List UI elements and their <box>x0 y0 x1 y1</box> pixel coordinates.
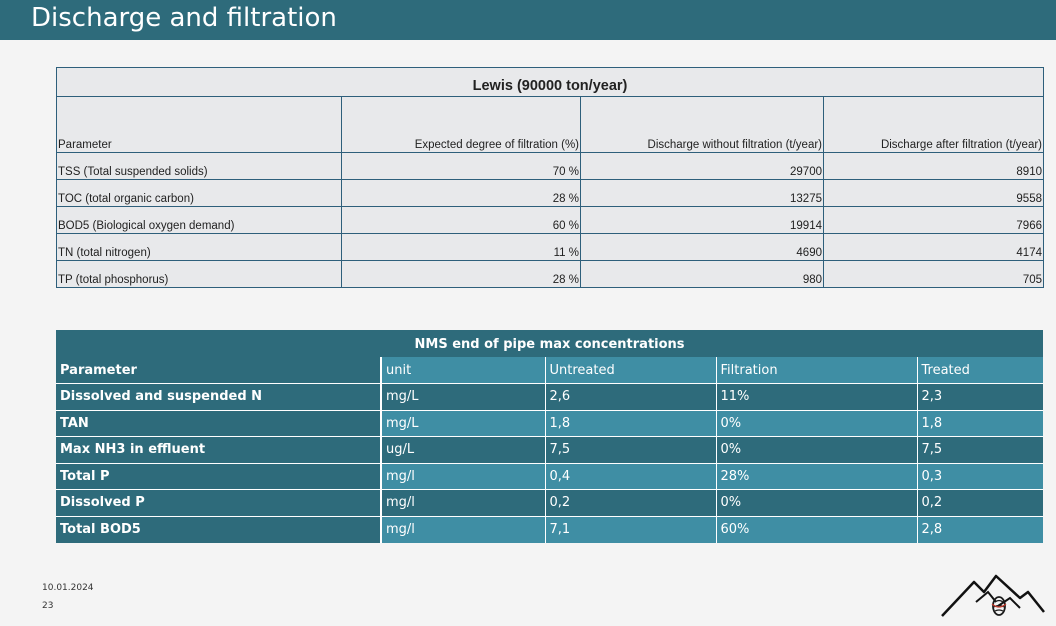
table-header-row: Parameter unit Untreated Filtration Trea… <box>56 357 1044 384</box>
parameter-cell: Max NH3 in effluent <box>56 436 382 464</box>
unit-cell: ug/L <box>381 436 545 464</box>
title-bar: Discharge and filtration <box>0 0 1056 40</box>
parameter-cell: Dissolved and suspended N <box>56 383 382 411</box>
table-title: NMS end of pipe max concentrations <box>56 330 1044 357</box>
parameter-cell: Total P <box>56 463 382 490</box>
page-number: 23 <box>42 601 54 611</box>
treated-cell: 0,2 <box>916 489 1044 517</box>
column-header: Discharge without filtration (t/year) <box>580 96 824 153</box>
unit-cell: mg/L <box>381 383 545 411</box>
filtration-cell: 28% <box>715 463 917 490</box>
table-row: Total BOD5 mg/l 7,1 60% 2,8 <box>56 516 1044 543</box>
table-row: TOC (total organic carbon) 28 % 13275 95… <box>56 179 1044 207</box>
table-row: Dissolved and suspended N mg/L 2,6 11% 2… <box>56 383 1044 411</box>
column-header: Expected degree of filtration (%) <box>341 96 581 153</box>
untreated-cell: 2,6 <box>544 383 716 411</box>
table-row: BOD5 (Biological oxygen demand) 60 % 199… <box>56 206 1044 234</box>
treated-cell: 2,3 <box>916 383 1044 411</box>
table-row: Max NH3 in effluent ug/L 7,5 0% 7,5 <box>56 436 1044 464</box>
column-header: Untreated <box>544 357 716 384</box>
untreated-cell: 0,4 <box>544 463 716 490</box>
page-title: Discharge and filtration <box>31 3 337 33</box>
table-row: Total P mg/l 0,4 28% 0,3 <box>56 463 1044 490</box>
mountain-fish-logo-icon <box>941 574 1045 617</box>
filtration-degree-cell: 70 % <box>341 152 581 180</box>
treated-cell: 0,3 <box>916 463 1044 490</box>
table-header-row: Parameter Expected degree of filtration … <box>56 96 1044 153</box>
parameter-cell: Total BOD5 <box>56 516 382 543</box>
filtration-degree-cell: 60 % <box>341 206 581 234</box>
untreated-cell: 7,1 <box>544 516 716 543</box>
column-header: unit <box>381 357 545 384</box>
discharge-without-cell: 29700 <box>580 152 824 180</box>
filtration-degree-cell: 28 % <box>341 260 581 288</box>
untreated-cell: 1,8 <box>544 410 716 437</box>
table-row: Dissolved P mg/l 0,2 0% 0,2 <box>56 489 1044 517</box>
unit-cell: mg/l <box>381 463 545 490</box>
discharge-after-cell: 705 <box>823 260 1044 288</box>
column-header: Parameter <box>56 357 382 384</box>
parameter-cell: TOC (total organic carbon) <box>56 179 342 207</box>
table-row: TN (total nitrogen) 11 % 4690 4174 <box>56 233 1044 261</box>
parameter-cell: TP (total phosphorus) <box>56 260 342 288</box>
column-header: Discharge after filtration (t/year) <box>823 96 1044 153</box>
treated-cell: 2,8 <box>916 516 1044 543</box>
untreated-cell: 7,5 <box>544 436 716 464</box>
column-header: Parameter <box>56 96 342 153</box>
filtration-cell: 60% <box>715 516 917 543</box>
parameter-cell: TN (total nitrogen) <box>56 233 342 261</box>
unit-cell: mg/L <box>381 410 545 437</box>
parameter-cell: Dissolved P <box>56 489 382 517</box>
filtration-cell: 0% <box>715 436 917 464</box>
discharge-without-cell: 980 <box>580 260 824 288</box>
untreated-cell: 0,2 <box>544 489 716 517</box>
nms-concentrations-table: NMS end of pipe max concentrations Param… <box>56 330 1044 543</box>
table-row: TP (total phosphorus) 28 % 980 705 <box>56 260 1044 288</box>
treated-cell: 1,8 <box>916 410 1044 437</box>
table-row: TSS (Total suspended solids) 70 % 29700 … <box>56 152 1044 180</box>
parameter-cell: TAN <box>56 410 382 437</box>
column-header: Filtration <box>715 357 917 384</box>
discharge-after-cell: 9558 <box>823 179 1044 207</box>
filtration-cell: 0% <box>715 489 917 517</box>
discharge-after-cell: 4174 <box>823 233 1044 261</box>
footer-date: 10.01.2024 <box>42 583 94 593</box>
table-row: TAN mg/L 1,8 0% 1,8 <box>56 410 1044 437</box>
lewis-discharge-table: Lewis (90000 ton/year) Parameter Expecte… <box>56 67 1044 288</box>
parameter-cell: BOD5 (Biological oxygen demand) <box>56 206 342 234</box>
filtration-cell: 0% <box>715 410 917 437</box>
parameter-cell: TSS (Total suspended solids) <box>56 152 342 180</box>
column-header: Treated <box>916 357 1044 384</box>
treated-cell: 7,5 <box>916 436 1044 464</box>
discharge-after-cell: 8910 <box>823 152 1044 180</box>
discharge-after-cell: 7966 <box>823 206 1044 234</box>
filtration-cell: 11% <box>715 383 917 411</box>
filtration-degree-cell: 11 % <box>341 233 581 261</box>
table-title: Lewis (90000 ton/year) <box>56 67 1044 97</box>
discharge-without-cell: 13275 <box>580 179 824 207</box>
filtration-degree-cell: 28 % <box>341 179 581 207</box>
discharge-without-cell: 19914 <box>580 206 824 234</box>
unit-cell: mg/l <box>381 489 545 517</box>
discharge-without-cell: 4690 <box>580 233 824 261</box>
unit-cell: mg/l <box>381 516 545 543</box>
